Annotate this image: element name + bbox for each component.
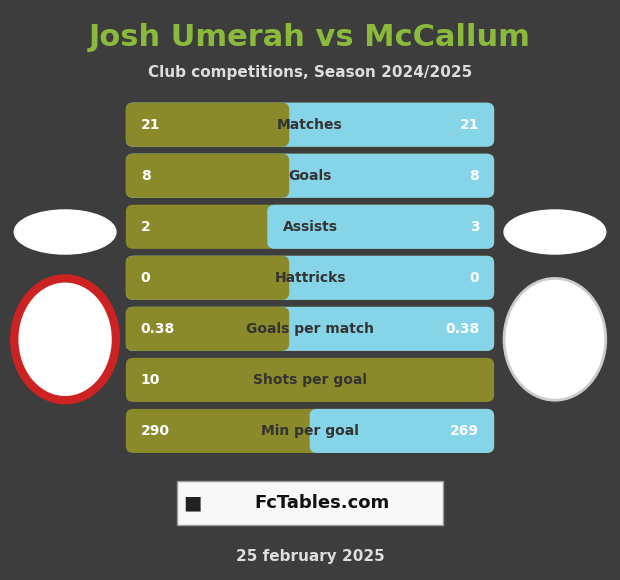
Text: Hattricks: Hattricks [274,271,346,285]
Text: Club competitions, Season 2024/2025: Club competitions, Season 2024/2025 [148,65,472,80]
FancyBboxPatch shape [126,103,494,147]
FancyBboxPatch shape [126,409,494,453]
Text: 3: 3 [469,220,479,234]
FancyBboxPatch shape [126,154,289,198]
Text: Goals per match: Goals per match [246,322,374,336]
FancyBboxPatch shape [126,358,494,402]
Ellipse shape [14,210,116,254]
Text: 8: 8 [141,169,151,183]
FancyBboxPatch shape [126,307,289,351]
FancyBboxPatch shape [126,256,494,300]
Text: ■: ■ [183,494,202,513]
Ellipse shape [504,210,606,254]
FancyBboxPatch shape [126,154,494,198]
Text: 269: 269 [450,424,479,438]
FancyBboxPatch shape [126,103,289,147]
Text: 25 february 2025: 25 february 2025 [236,549,384,564]
FancyBboxPatch shape [309,409,494,453]
FancyBboxPatch shape [126,154,494,198]
Text: 0: 0 [469,271,479,285]
Text: FcTables.com: FcTables.com [255,494,390,512]
Text: 10: 10 [141,373,160,387]
FancyBboxPatch shape [126,103,494,147]
Text: Matches: Matches [277,118,343,132]
FancyBboxPatch shape [126,307,494,351]
Text: 0: 0 [141,271,151,285]
Text: 2: 2 [141,220,151,234]
Text: 290: 290 [141,424,170,438]
Text: Shots per goal: Shots per goal [253,373,367,387]
Text: Assists: Assists [283,220,337,234]
Ellipse shape [504,278,606,400]
Text: 8: 8 [469,169,479,183]
Text: 21: 21 [460,118,479,132]
Text: Goals: Goals [288,169,332,183]
FancyBboxPatch shape [126,256,289,300]
Text: 21: 21 [141,118,160,132]
FancyBboxPatch shape [177,481,443,525]
Text: Min per goal: Min per goal [261,424,359,438]
FancyBboxPatch shape [126,205,494,249]
FancyBboxPatch shape [126,256,494,300]
FancyBboxPatch shape [267,205,494,249]
Text: Josh Umerah vs McCallum: Josh Umerah vs McCallum [89,23,531,52]
Text: 0.38: 0.38 [141,322,175,336]
Text: 0.38: 0.38 [445,322,479,336]
Ellipse shape [14,278,116,400]
FancyBboxPatch shape [126,307,494,351]
